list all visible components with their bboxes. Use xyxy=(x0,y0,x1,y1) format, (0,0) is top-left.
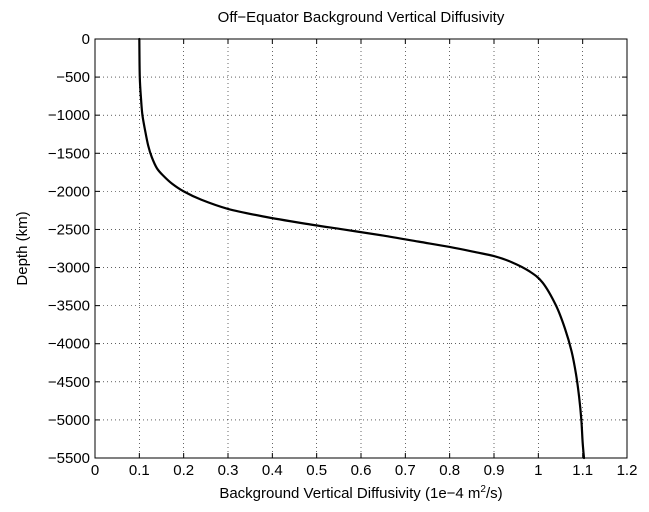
grid xyxy=(95,39,627,458)
y-axis-label: Depth (km) xyxy=(14,211,31,285)
x-tick-label: 0.8 xyxy=(439,462,460,479)
y-tick-label: −5000 xyxy=(48,412,90,429)
y-tick-label: −2000 xyxy=(48,183,90,200)
y-tick-label: −4000 xyxy=(48,336,90,353)
x-tick-label: 0.3 xyxy=(218,462,239,479)
x-tick-label: 1.2 xyxy=(617,462,638,479)
x-tick-label: 0.7 xyxy=(395,462,416,479)
y-tick-label: −1000 xyxy=(48,107,90,124)
y-tick-label: −3500 xyxy=(48,298,90,315)
x-tick-label: 0.6 xyxy=(351,462,372,479)
y-tick-label: −500 xyxy=(56,69,90,86)
x-tick-label: 0 xyxy=(91,462,99,479)
y-tick-label: −5500 xyxy=(48,450,90,467)
x-tick-label: 0.4 xyxy=(262,462,283,479)
ticks: 0 0.1 0.2 0.3 0.4 0.5 0.6 0.7 0.8 0.9 1 1.1 1.2 0 −500… xyxy=(48,31,638,479)
x-tick-label: 1 xyxy=(534,462,542,479)
series-line xyxy=(138,37,586,460)
x-tick-label: 0.5 xyxy=(306,462,327,479)
y-tick-label: −4500 xyxy=(48,374,90,391)
y-tick-label: 0 xyxy=(82,31,90,48)
x-tick-label: 0.1 xyxy=(129,462,150,479)
chart-title: Off−Equator Background Vertical Diffusiv… xyxy=(218,9,505,26)
x-axis-label-suffix: /s) xyxy=(486,485,503,502)
x-axis-label-superscript: 2 xyxy=(480,484,486,495)
x-axis-label-main: Background Vertical Diffusivity (1e−4 m xyxy=(219,485,480,502)
x-tick-label: 0.2 xyxy=(173,462,194,479)
x-axis-label: Background Vertical Diffusivity (1e−4 m2… xyxy=(219,484,502,502)
series-layer xyxy=(138,37,586,460)
x-tick-label: 1.1 xyxy=(572,462,593,479)
y-tick-label: −1500 xyxy=(48,145,90,162)
y-tick-label: −2500 xyxy=(48,221,90,238)
x-tick-label: 0.9 xyxy=(484,462,505,479)
y-tick-label: −3000 xyxy=(48,260,90,277)
